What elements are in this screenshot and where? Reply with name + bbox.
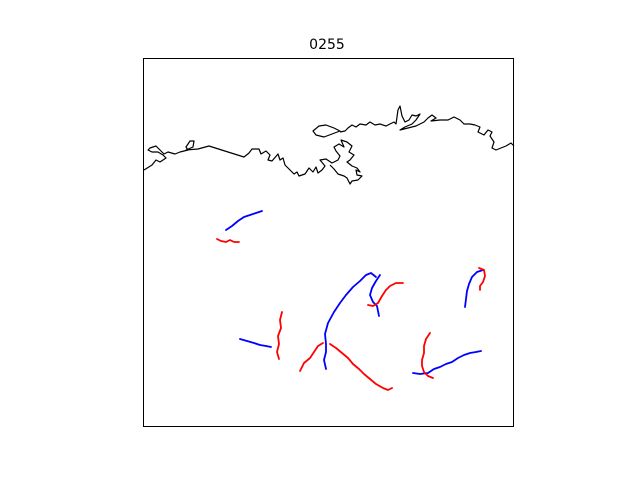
track-layer — [216, 210, 486, 391]
track-line — [276, 311, 283, 360]
track-line — [225, 210, 263, 231]
track-line — [239, 338, 272, 348]
track-line — [464, 269, 484, 308]
track-line — [421, 332, 434, 379]
track-line — [412, 350, 482, 375]
track-line — [329, 343, 393, 391]
coastline — [143, 139, 363, 185]
map-area — [143, 58, 515, 427]
coastline-east — [339, 105, 515, 151]
track-line — [478, 267, 486, 291]
track-line — [299, 342, 324, 372]
track-line — [369, 274, 381, 317]
track-line — [216, 238, 240, 243]
map-title: 0255 — [309, 37, 345, 53]
track-line — [367, 282, 404, 307]
track-line — [323, 272, 377, 370]
map-frame — [143, 58, 514, 427]
coastline-lake — [312, 124, 341, 138]
